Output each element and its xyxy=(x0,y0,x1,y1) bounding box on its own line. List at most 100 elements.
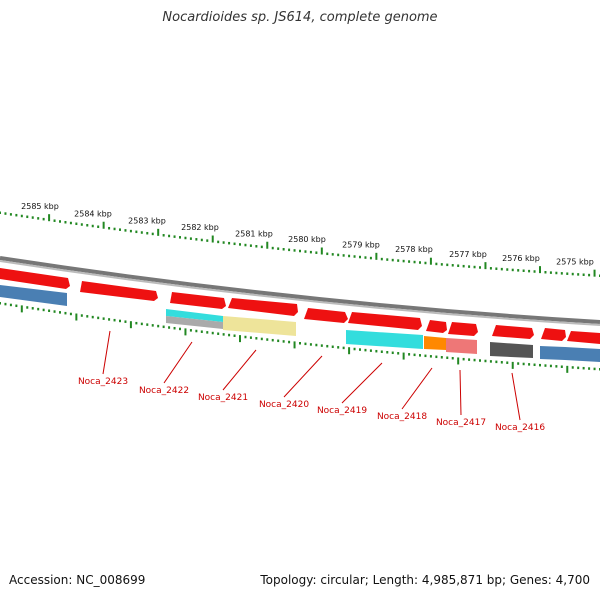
outer-ticks xyxy=(0,211,600,277)
gene-arrow-noca-2420-forward[interactable] xyxy=(228,298,298,316)
inner-tick xyxy=(533,363,536,367)
domain-gray-1[interactable] xyxy=(166,316,223,329)
domain-yellow-1[interactable] xyxy=(223,316,296,336)
outer-tick xyxy=(369,256,372,260)
outer-tick xyxy=(359,255,361,259)
gene-arrow-noca-2417b-forward[interactable] xyxy=(448,322,478,336)
inner-tick xyxy=(468,358,471,361)
inner-tick xyxy=(337,346,340,349)
outer-tick xyxy=(119,228,121,231)
kbp-label: 2584 kbp xyxy=(74,209,112,218)
inner-tick xyxy=(588,367,591,370)
outer-tick xyxy=(4,212,7,215)
gene-arrow-noca-2416-forward[interactable] xyxy=(492,325,534,339)
inner-tick xyxy=(484,359,487,363)
inner-tick xyxy=(539,363,541,367)
inner-tick xyxy=(331,345,334,349)
gene-label: Noca_2421 xyxy=(198,393,248,403)
inner-tick xyxy=(249,336,252,339)
outer-tick xyxy=(217,240,220,244)
domain-cyan-2[interactable] xyxy=(346,330,423,349)
callout-line xyxy=(401,367,433,410)
callout-line xyxy=(163,341,193,384)
gene-arrow-noca-2422-forward[interactable] xyxy=(80,281,158,301)
inner-tick xyxy=(173,326,176,330)
accession-label: Accession: NC_008699 xyxy=(9,573,146,587)
outer-tick xyxy=(129,229,132,233)
outer-tick xyxy=(391,258,394,262)
kbp-label: 2583 kbp xyxy=(128,216,166,225)
inner-tick xyxy=(555,365,558,368)
inner-tick xyxy=(53,310,56,313)
domain-blue-1[interactable] xyxy=(0,285,67,306)
outer-tick xyxy=(228,241,231,245)
inner-tick xyxy=(582,366,585,370)
outer-tick xyxy=(255,245,258,248)
outer-tick xyxy=(42,217,45,221)
outer-tick xyxy=(577,273,580,276)
outer-tick xyxy=(473,265,476,269)
domain-dark-1[interactable] xyxy=(490,342,533,358)
gene-label: Noca_2420 xyxy=(259,400,309,410)
kbp-label: 2580 kbp xyxy=(288,235,326,244)
domain-blue-3[interactable] xyxy=(565,347,600,362)
inner-tick xyxy=(260,337,263,341)
kbp-label: 2577 kbp xyxy=(449,250,487,259)
inner-tick xyxy=(446,356,449,360)
domain-orange-1[interactable] xyxy=(424,336,446,350)
inner-tick xyxy=(59,311,61,314)
kbp-label: 2578 kbp xyxy=(395,245,433,254)
domain-pink-1[interactable] xyxy=(446,338,477,354)
inner-tick xyxy=(26,306,29,309)
inner-tick xyxy=(440,356,443,359)
outer-tick xyxy=(140,231,143,234)
callout-line xyxy=(341,362,383,404)
outer-tick xyxy=(309,250,312,254)
inner-tick xyxy=(408,353,411,356)
outer-tick xyxy=(26,215,29,219)
outer-tick xyxy=(571,272,574,276)
outer-tick xyxy=(108,226,111,230)
kbp-label: 2575 kbp xyxy=(556,257,594,266)
outer-tick xyxy=(211,235,214,243)
inner-tick xyxy=(119,319,121,323)
outer-tick xyxy=(500,267,503,271)
outer-tick xyxy=(64,220,67,224)
gene-label: Noca_2416 xyxy=(495,423,545,433)
outer-tick xyxy=(162,234,165,237)
inner-tick xyxy=(320,344,323,347)
outer-tick xyxy=(555,271,558,275)
gene-arrow-red-5[interactable] xyxy=(541,328,566,341)
gene-track xyxy=(0,268,600,362)
outer-tick xyxy=(479,266,481,269)
outer-tick xyxy=(315,251,318,254)
inner-tick xyxy=(397,352,400,355)
gene-arrow-noca-2417-forward[interactable] xyxy=(426,320,447,333)
gene-arrow-noca-2421-forward[interactable] xyxy=(170,292,226,309)
inner-tick xyxy=(42,308,45,312)
outer-tick xyxy=(544,271,547,274)
gene-arrow-noca-2423-forward[interactable] xyxy=(0,268,70,289)
inner-tick xyxy=(200,330,203,333)
outer-tick xyxy=(239,243,241,246)
outer-tick xyxy=(402,259,405,263)
outer-tick xyxy=(304,250,307,253)
inner-tick xyxy=(402,352,405,360)
gene-arrow-noca-2418-forward[interactable] xyxy=(348,312,422,330)
domain-blue-2[interactable] xyxy=(540,346,565,360)
inner-tick xyxy=(282,340,285,343)
inner-tick xyxy=(266,338,269,341)
outer-tick xyxy=(157,228,160,236)
outer-tick xyxy=(59,220,61,223)
domain-cyan-1[interactable] xyxy=(166,309,223,322)
kbp-label: 2582 kbp xyxy=(181,223,219,232)
gene-arrow-noca-2419-forward[interactable] xyxy=(304,308,348,323)
callout-line xyxy=(459,369,462,416)
outer-tick xyxy=(266,241,269,249)
backbone-outer xyxy=(0,256,600,324)
outer-tick xyxy=(451,264,454,267)
inner-tick xyxy=(517,362,520,365)
outer-tick xyxy=(511,268,514,272)
gene-arrow-red-6[interactable] xyxy=(567,331,600,344)
